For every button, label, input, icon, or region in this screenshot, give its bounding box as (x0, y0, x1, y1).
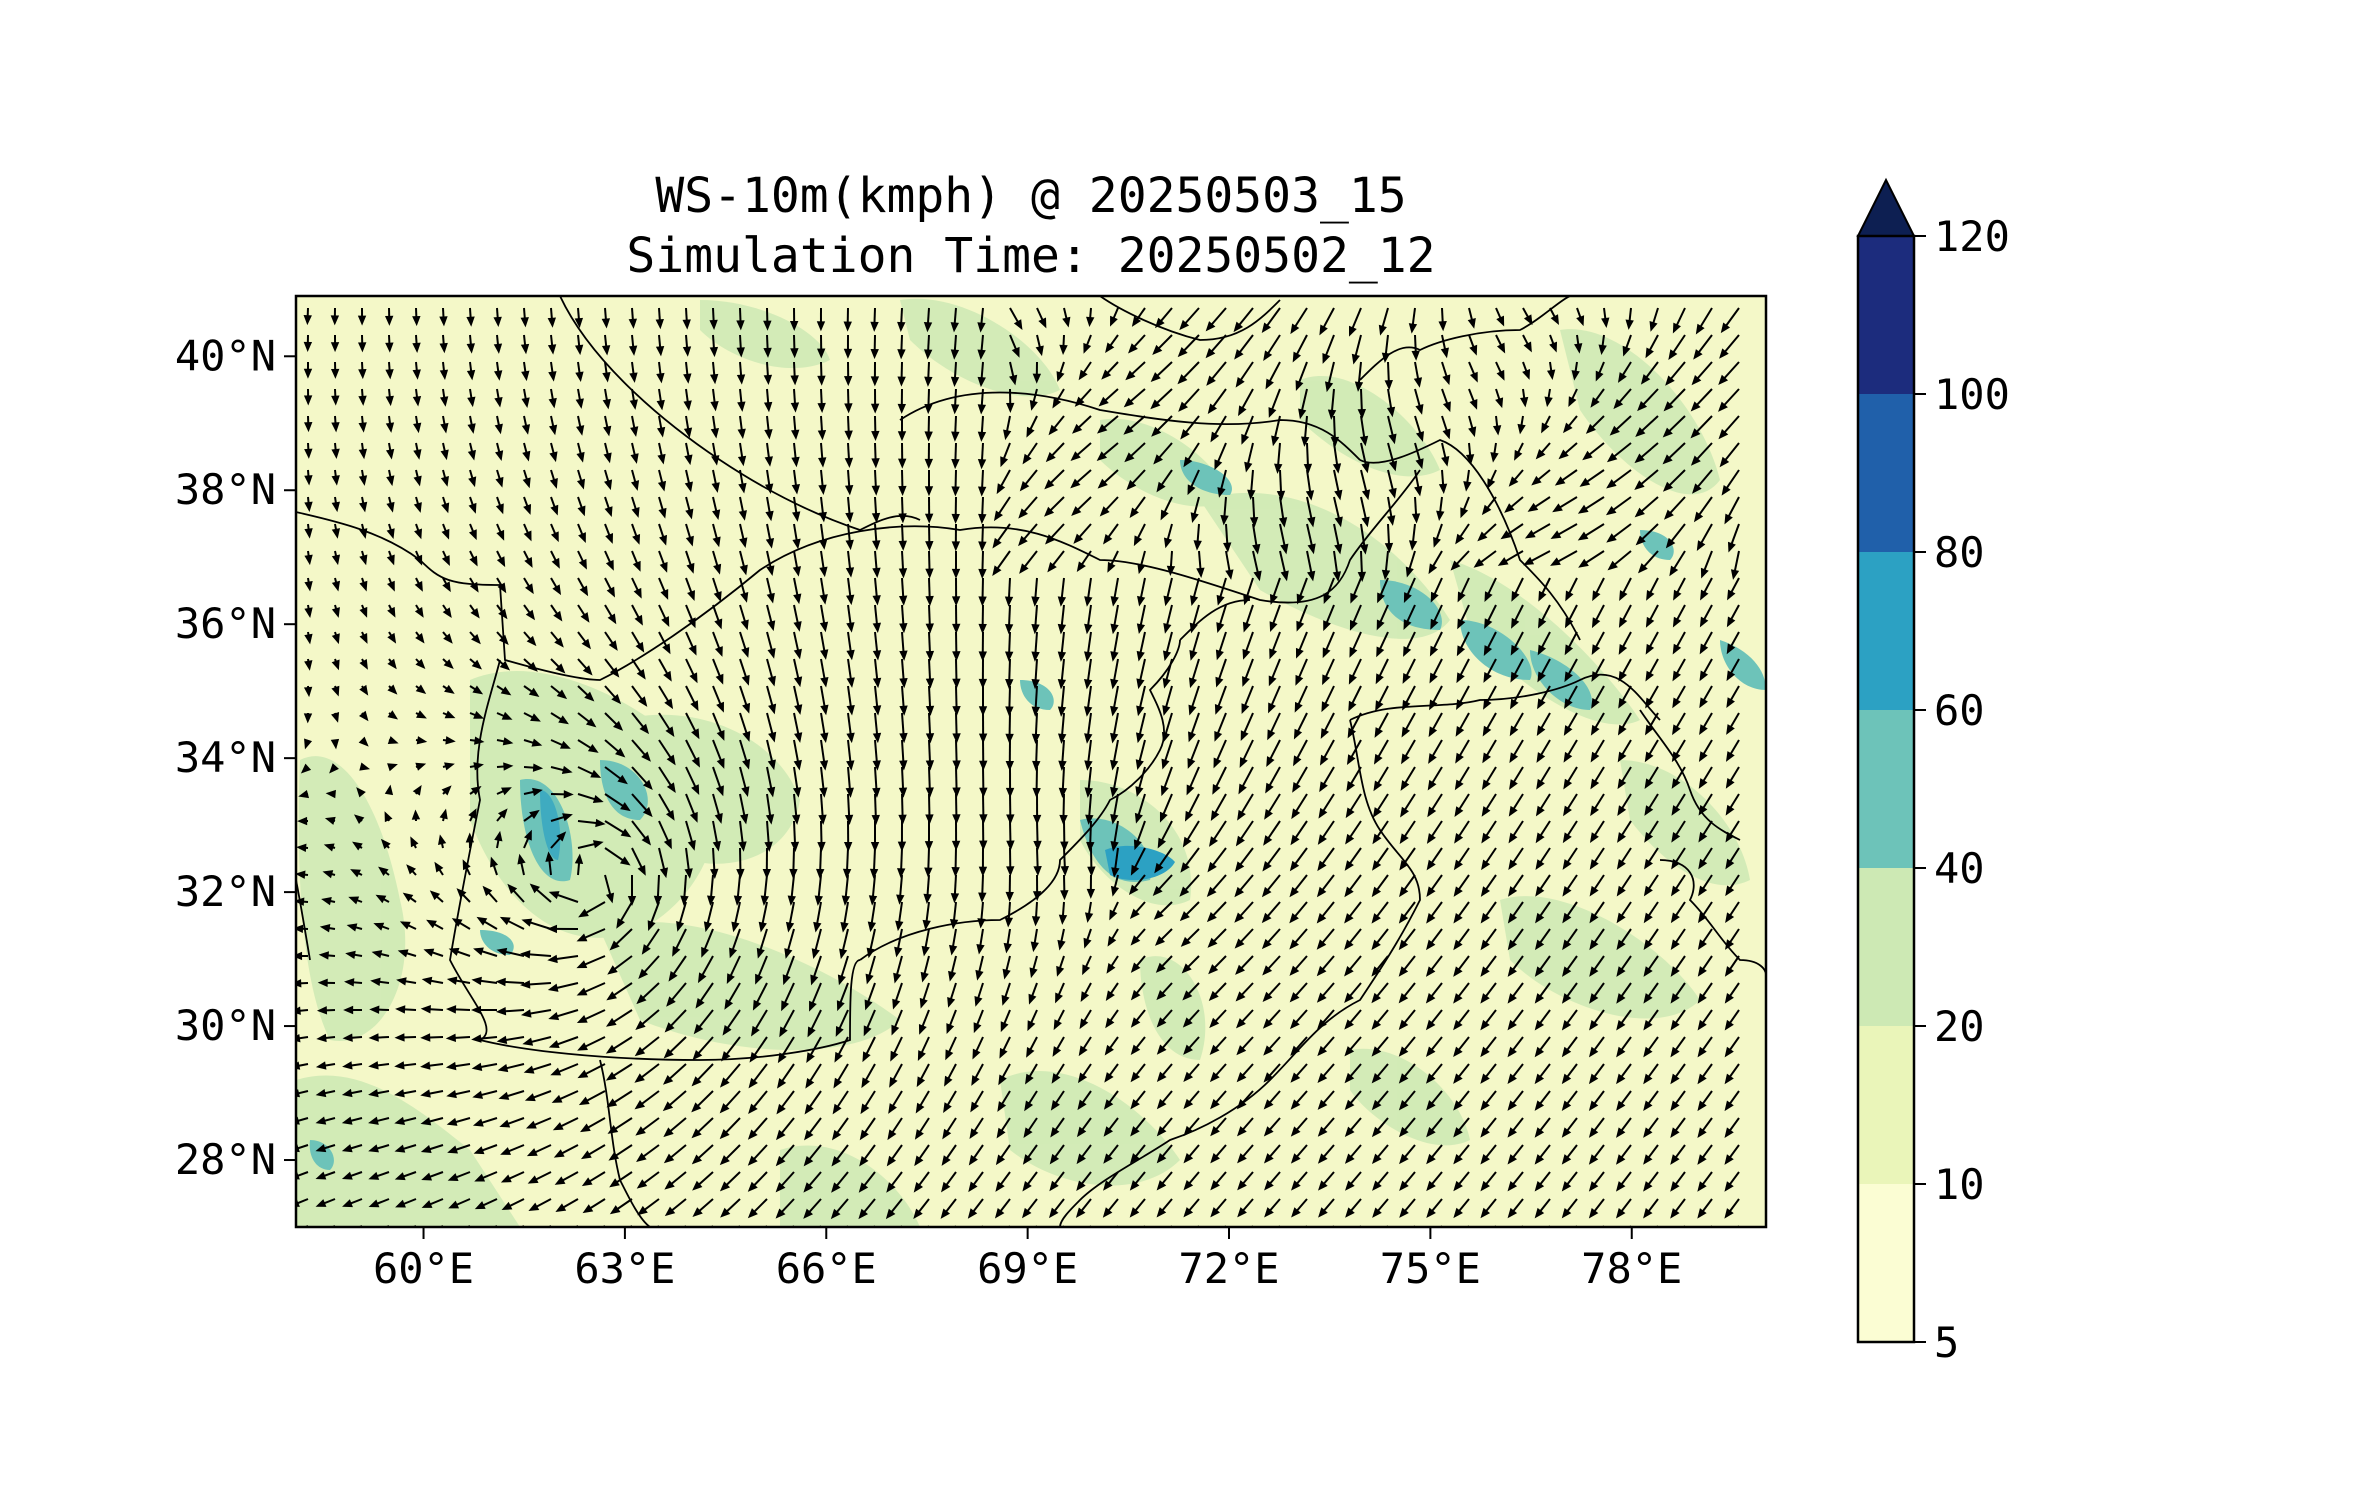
colorbar-tick-label: 40 (1934, 844, 1985, 893)
colorbar-segment (1858, 1184, 1914, 1342)
colorbar-tick-label: 120 (1934, 212, 2010, 261)
colorbar-tick-label: 80 (1934, 528, 1985, 577)
colorbar-segment (1858, 1026, 1914, 1184)
colorbar-tick-label: 10 (1934, 1160, 1985, 1209)
lon-tick-label: 78°E (1581, 1244, 1682, 1293)
colorbar: 5 10 20 40 60 80 100 120 (1856, 177, 2010, 1367)
colorbar-extend-arrow (1856, 177, 1916, 237)
colorbar-segment (1858, 868, 1914, 1026)
lat-tick-label: 30°N (175, 1001, 276, 1050)
colorbar-tick-label: 100 (1934, 370, 2010, 419)
map-panel (294, 294, 1768, 1229)
colorbar-segment (1858, 710, 1914, 868)
latitude-axis: 40°N 38°N 36°N 34°N 32°N 30°N 28°N (175, 331, 296, 1184)
lon-tick-label: 75°E (1380, 1244, 1481, 1293)
wind-vector-field (296, 307, 1740, 1227)
lon-tick-label: 69°E (977, 1244, 1078, 1293)
longitude-axis: 60°E 63°E 66°E 69°E 72°E 75°E 78°E (373, 1227, 1682, 1293)
map-title: WS-10m(kmph) @ 20250503_15 (655, 168, 1407, 224)
lat-tick-label: 40°N (175, 331, 276, 380)
lat-tick-label: 34°N (175, 733, 276, 782)
colorbar-frame (1856, 234, 1916, 1344)
colorbar-segment (1858, 236, 1914, 394)
map-frame (294, 294, 1768, 1229)
colorbar-tick-label: 60 (1934, 686, 1985, 735)
colorbar-segment (1858, 552, 1914, 710)
map-title-block: WS-10m(kmph) @ 20250503_15 Simulation Ti… (296, 166, 1766, 286)
lat-tick-label: 32°N (175, 867, 276, 916)
lon-tick-label: 72°E (1178, 1244, 1279, 1293)
colorbar-segment (1858, 394, 1914, 552)
lat-tick-label: 36°N (175, 599, 276, 648)
map-subtitle: Simulation Time: 20250502_12 (626, 228, 1436, 284)
lat-tick-label: 28°N (175, 1135, 276, 1184)
lon-tick-label: 66°E (776, 1244, 877, 1293)
lon-tick-label: 60°E (373, 1244, 474, 1293)
lat-tick-label: 38°N (175, 465, 276, 514)
lon-tick-label: 63°E (574, 1244, 675, 1293)
colorbar-tick-label: 20 (1934, 1002, 1985, 1051)
colorbar-tick-label: 5 (1934, 1318, 1959, 1367)
